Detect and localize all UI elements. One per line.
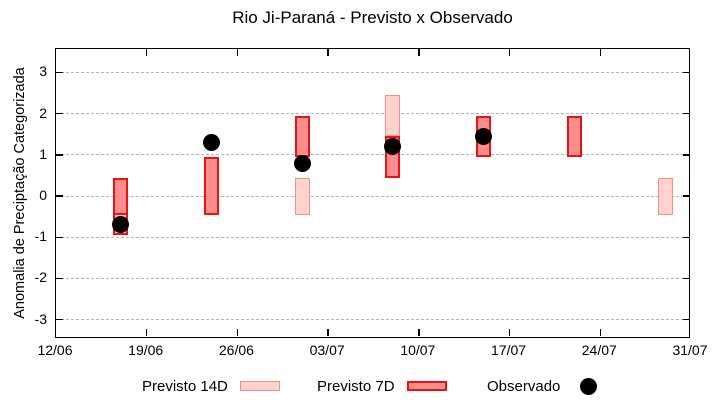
y-axis-tick	[683, 236, 690, 238]
y-tick-label: -2	[34, 269, 47, 286]
gridline-y2	[56, 113, 689, 115]
legend-label: Previsto 14D	[142, 377, 228, 395]
gridline-y1	[56, 154, 689, 156]
gridline-y-2	[56, 277, 689, 279]
y-axis-tick	[683, 195, 690, 197]
y-tick-label: 1	[39, 145, 47, 162]
x-tick-label: 26/06	[218, 342, 254, 358]
bar-previsto-7d	[204, 156, 219, 215]
x-axis-tick	[508, 329, 511, 336]
y-tick-label: 2	[39, 104, 47, 121]
bar-previsto-14d	[657, 177, 673, 215]
x-tick-label: 19/06	[128, 342, 164, 358]
y-axis-tick	[683, 318, 690, 321]
x-axis-tick	[418, 49, 420, 56]
legend-observado-dot-icon	[580, 377, 598, 395]
y-axis-tick	[56, 154, 63, 156]
observado-dot	[475, 127, 493, 145]
bar-previsto-14d	[385, 95, 401, 137]
y-axis-tick	[56, 277, 63, 280]
x-tick-label: 31/07	[672, 342, 708, 358]
legend-swatch-previsto-14d	[239, 381, 280, 391]
y-tick-label: -1	[34, 228, 47, 245]
x-axis-tick	[508, 49, 511, 56]
y-axis-tick	[683, 154, 690, 156]
y-axis-tick	[683, 71, 690, 74]
bar-previsto-7d	[566, 115, 582, 157]
legend-label: Observado	[487, 377, 561, 395]
legend-item-previsto-14d: Previsto 14D	[142, 377, 280, 395]
y-axis-tick	[683, 277, 690, 280]
x-tick-label: 17/07	[491, 342, 527, 358]
gridline-y-1	[56, 236, 689, 238]
legend-item-previsto-7d: Previsto 7D	[317, 377, 447, 395]
observado-dot	[203, 134, 220, 151]
y-axis-tick	[56, 195, 63, 197]
observado-dot	[384, 138, 402, 156]
bar-previsto-7d	[113, 177, 129, 215]
legend-label: Previsto 7D	[317, 377, 395, 395]
gridline-y3	[56, 71, 689, 73]
y-axis-tick	[56, 318, 63, 321]
y-axis-tick	[683, 112, 690, 115]
x-axis-tick	[327, 329, 329, 336]
x-axis-tick	[145, 49, 148, 56]
gridline-y-3	[56, 319, 689, 321]
y-axis-tick	[56, 71, 63, 74]
x-tick-label: 12/06	[37, 342, 73, 358]
chart-title: Rio Ji-Paraná - Previsto x Observado	[232, 8, 513, 27]
y-tick-label: -3	[34, 310, 47, 327]
y-axis-tick	[56, 112, 63, 115]
gridline-y0	[56, 195, 689, 197]
bar-previsto-7d	[294, 115, 310, 157]
y-tick-label: 0	[39, 187, 47, 204]
observado-dot	[112, 216, 130, 234]
x-tick-label: 03/07	[309, 342, 345, 358]
x-axis-tick	[236, 329, 239, 336]
bar-previsto-14d	[294, 177, 310, 215]
x-axis-tick	[236, 49, 239, 56]
x-tick-label: 10/07	[400, 342, 436, 358]
y-axis-tick	[56, 236, 63, 238]
x-axis-tick	[418, 329, 420, 336]
x-axis-tick	[599, 329, 602, 336]
x-tick-label: 24/07	[581, 342, 617, 358]
observado-dot	[293, 154, 311, 172]
x-axis-tick	[327, 49, 329, 56]
plot-area	[55, 48, 690, 338]
x-axis-tick	[145, 329, 148, 336]
legend-item-observado: Observado	[487, 377, 598, 395]
x-axis-tick	[599, 49, 602, 56]
y-tick-label: 3	[39, 63, 47, 80]
legend-swatch-previsto-7d	[406, 381, 447, 391]
